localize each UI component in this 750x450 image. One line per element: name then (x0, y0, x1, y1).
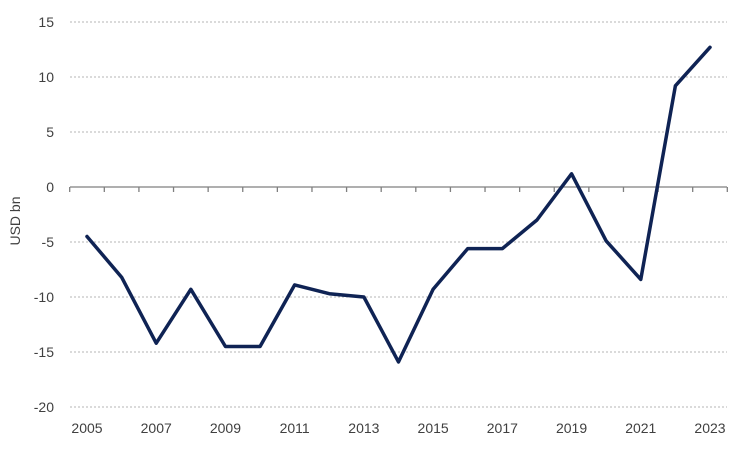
x-tick-label: 2005 (71, 420, 102, 436)
series-line (85, 45, 712, 364)
x-tick-label: 2017 (487, 420, 518, 436)
y-tick-label: 5 (46, 124, 54, 140)
y-tick-label: 0 (46, 179, 54, 195)
x-tick-label: 2015 (418, 420, 449, 436)
x-tick-label: 2007 (141, 420, 172, 436)
y-tick-label: 10 (38, 69, 54, 85)
x-tick-label: 2019 (556, 420, 587, 436)
x-tick-label: 2013 (348, 420, 379, 436)
y-tick-label: -5 (42, 234, 55, 250)
y-axis-label: USD bn (7, 196, 23, 245)
gridlines (70, 21, 727, 408)
x-tick-label: 2011 (280, 420, 310, 436)
x-tick-label: 2021 (625, 420, 656, 436)
zero-axis (69, 186, 728, 192)
y-tick-label: -10 (34, 289, 54, 305)
y-axis-tick-labels: 15 10 5 0 -5 -10 -15 -20 (34, 14, 54, 415)
y-tick-label: -15 (34, 344, 54, 360)
series-group (85, 45, 712, 364)
x-tick-label: 2009 (210, 420, 241, 436)
x-axis-tick-labels: 2005 2007 2009 2011 2013 2015 2017 2019 2021 2023 (71, 420, 725, 436)
y-tick-label: -20 (34, 399, 54, 415)
y-tick-label: 15 (38, 14, 54, 30)
x-tick-label: 2023 (694, 420, 725, 436)
